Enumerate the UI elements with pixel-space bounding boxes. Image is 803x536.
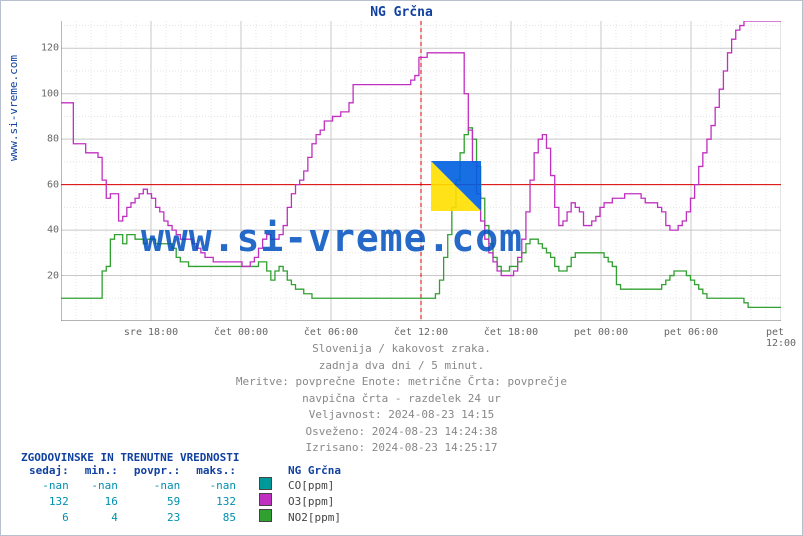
table-heading: ZGODOVINSKE IN TRENUTNE VREDNOSTI [21, 451, 349, 464]
table-cell: -nan [21, 477, 77, 493]
x-tick-label: sre 18:00 [124, 327, 178, 338]
table-cell: -nan [188, 477, 244, 493]
table-site-header: NG Grčna [280, 464, 349, 477]
x-tick-label: čet 00:00 [214, 327, 268, 338]
chart-footer: Slovenija / kakovost zraka. zadnja dva d… [1, 341, 802, 457]
footer-line: Meritve: povprečne Enote: metrične Črta:… [1, 374, 802, 391]
table-col-header: povpr.: [126, 464, 188, 477]
table-col-header: sedaj: [21, 464, 77, 477]
chart-title: NG Grčna [1, 5, 802, 20]
table-row: -nan-nan-nan-nanCO[ppm] [21, 477, 349, 493]
y-tick-label: 120 [39, 43, 59, 54]
x-tick-label: čet 18:00 [484, 327, 538, 338]
footer-line: navpična črta - razdelek 24 ur [1, 391, 802, 408]
watermark-text: www.si-vreme.com [141, 216, 523, 260]
table-cell: 132 [21, 493, 77, 509]
table-cell: -nan [77, 477, 126, 493]
stats-table: ZGODOVINSKE IN TRENUTNE VREDNOSTIsedaj:m… [21, 451, 349, 525]
footer-line: Veljavnost: 2024-08-23 14:15 [1, 407, 802, 424]
watermark-logo-icon [431, 161, 481, 211]
legend-swatch-icon [259, 477, 272, 490]
legend-swatch-icon [259, 493, 272, 506]
legend-label: O3[ppm] [280, 493, 349, 509]
table-row: 642385 NO2[ppm] [21, 509, 349, 525]
chart-plot-area: www.si-vreme.com [61, 21, 781, 321]
y-tick-label: 80 [39, 134, 59, 145]
table-cell: 4 [77, 509, 126, 525]
x-tick-label: pet 00:00 [574, 327, 628, 338]
legend-label: NO2[ppm] [280, 509, 349, 525]
table-cell: 6 [21, 509, 77, 525]
table-cell: 16 [77, 493, 126, 509]
y-tick-label: 20 [39, 270, 59, 281]
table-cell: 132 [188, 493, 244, 509]
table-col-header: maks.: [188, 464, 244, 477]
y-tick-label: 60 [39, 179, 59, 190]
table-row: 1321659132O3[ppm] [21, 493, 349, 509]
source-link[interactable]: www.si-vreme.com [7, 55, 20, 161]
y-tick-label: 100 [39, 88, 59, 99]
legend-swatch-icon [259, 509, 272, 522]
table-cell: -nan [126, 477, 188, 493]
footer-line: Slovenija / kakovost zraka. [1, 341, 802, 358]
chart-svg [61, 21, 781, 321]
y-tick-label: 40 [39, 225, 59, 236]
x-tick-label: pet 12:00 [766, 327, 796, 349]
table-cell: 85 [188, 509, 244, 525]
table-cell: 59 [126, 493, 188, 509]
footer-line: zadnja dva dni / 5 minut. [1, 358, 802, 375]
legend-label: CO[ppm] [280, 477, 349, 493]
footer-line: Osveženo: 2024-08-23 14:24:38 [1, 424, 802, 441]
table-col-header: min.: [77, 464, 126, 477]
table-cell: 23 [126, 509, 188, 525]
x-tick-label: čet 12:00 [394, 327, 448, 338]
x-tick-label: pet 06:00 [664, 327, 718, 338]
x-tick-label: čet 06:00 [304, 327, 358, 338]
